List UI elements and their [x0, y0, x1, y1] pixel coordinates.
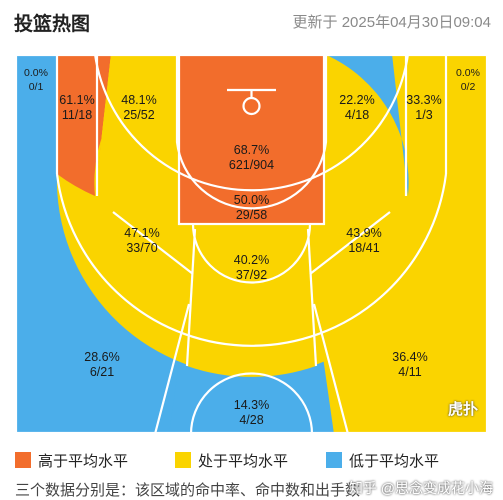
zone-count-right-baseline-mid: 1/3 [415, 108, 432, 122]
court-lines [15, 54, 488, 434]
legend-swatch-below [326, 452, 342, 468]
zone-bg-right-short-mid [324, 54, 409, 196]
header: 投篮热图 更新于 2025年04月30日09:04 [0, 0, 503, 44]
legend-label-average: 处于平均水平 [198, 452, 289, 470]
zone-pct-right-wing-3: 36.4% [392, 350, 427, 364]
zone-count-left-short-mid: 25/52 [123, 108, 154, 122]
zone-pct-right-short-mid: 22.2% [339, 93, 374, 107]
zone-pct-paint-non-ra: 50.0% [234, 193, 269, 207]
zone-count-right-corner-3: 0/2 [461, 81, 476, 93]
zone-count-right-wing-mid: 18/41 [348, 241, 379, 255]
zone-count-left-corner-3: 0/1 [29, 81, 44, 93]
zone-count-left-baseline-mid: 11/18 [62, 108, 92, 122]
zone-bg-ft-circle [193, 224, 310, 283]
zone-count-right-short-mid: 4/18 [345, 108, 369, 122]
legend: 高于平均水平 处于平均水平 低于平均水平 [15, 449, 488, 473]
zone-pct-left-wing-mid: 47.1% [124, 226, 159, 240]
legend-swatch-above [15, 452, 31, 468]
zone-count-restricted-area: 621/904 [229, 158, 274, 172]
legend-item-above: 高于平均水平 [15, 449, 128, 471]
watermark: 知乎 @思念变成花小海 [348, 480, 493, 496]
legend-label-below: 低于平均水平 [349, 452, 440, 470]
zone-count-paint-non-ra: 29/58 [236, 208, 267, 222]
zone-pct-top-key-mid: 40.2% [234, 253, 269, 267]
shot-chart: 0.0% 0/1 61.1% 11/18 48.1% 25/52 68.7% 621/904 2… [15, 54, 488, 434]
zone-bg-left-short-mid-b [94, 54, 179, 196]
zone-pct-left-corner-3: 0.0% [24, 67, 48, 79]
zone-count-left-wing-mid: 33/70 [126, 241, 157, 255]
footnote: 三个数据分别是：该区域的命中率、命中数和出手数 [15, 482, 361, 499]
court-svg: 0.0% 0/1 61.1%11/18 48.1%25/52 68.7%621/904 2… [15, 54, 488, 434]
zone-pct-top-3: 14.3% [234, 398, 269, 412]
zone-pct-right-corner-3: 0.0% [456, 67, 480, 79]
zone-pct-right-baseline-mid: 33.3% [406, 93, 441, 107]
zone-pct-right-wing-mid: 43.9% [346, 226, 381, 240]
legend-item-below: 低于平均水平 [326, 449, 439, 471]
hupu-logo: 虎扑 [448, 401, 479, 418]
zone-count-left-wing-3: 6/21 [90, 365, 114, 379]
zone-count-top-3: 4/28 [239, 413, 263, 427]
legend-item-average: 处于平均水平 [175, 449, 288, 471]
zone-pct-restricted-area: 68.7% [234, 143, 269, 157]
zone-pct-left-short-mid: 48.1% [121, 93, 156, 107]
legend-swatch-average [175, 452, 191, 468]
zone-count-right-wing-3: 4/11 [398, 365, 421, 379]
zone-labels: 0.0% 0/1 61.1%11/18 48.1%25/52 68.7%621/904 2… [24, 67, 480, 427]
updated-timestamp: 更新于 2025年04月30日09:04 [292, 14, 491, 31]
zone-bg-paint-ft [195, 164, 308, 224]
legend-label-above: 高于平均水平 [38, 452, 129, 470]
page-title: 投篮热图 [14, 14, 91, 35]
zone-pct-left-wing-3: 28.6% [84, 350, 119, 364]
zone-count-top-key-mid: 37/92 [236, 268, 267, 282]
zone-pct-left-baseline-mid: 61.1% [59, 93, 94, 107]
